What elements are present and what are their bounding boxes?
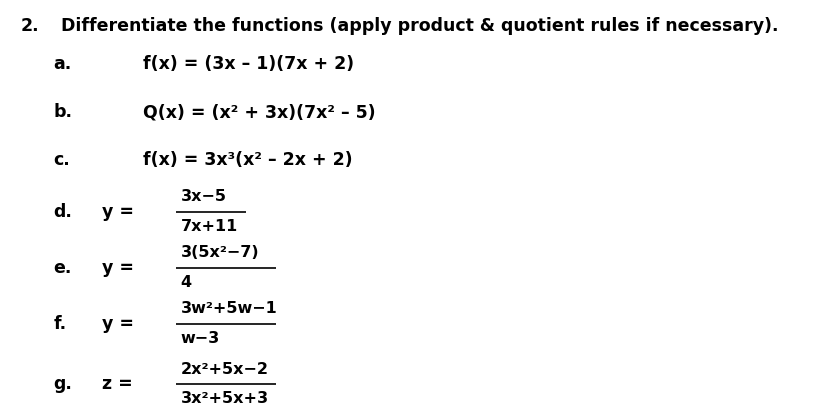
Text: 3x²+5x+3: 3x²+5x+3 <box>180 391 268 406</box>
Text: y =: y = <box>102 203 134 221</box>
Text: f(x) = 3x³(x² – 2x + 2): f(x) = 3x³(x² – 2x + 2) <box>143 151 353 169</box>
Text: Differentiate the functions (apply product & quotient rules if necessary).: Differentiate the functions (apply produ… <box>61 17 778 34</box>
Text: 3(5x²−7): 3(5x²−7) <box>180 245 259 260</box>
Text: z =: z = <box>102 375 133 393</box>
Text: 7x+11: 7x+11 <box>180 219 238 234</box>
Text: Q(x) = (x² + 3x)(7x² – 5): Q(x) = (x² + 3x)(7x² – 5) <box>143 103 376 121</box>
Text: g.: g. <box>53 375 72 393</box>
Text: y =: y = <box>102 259 134 277</box>
Text: a.: a. <box>53 55 71 73</box>
Text: 3w²+5w−1: 3w²+5w−1 <box>180 301 277 316</box>
Text: 3x−5: 3x−5 <box>180 189 226 204</box>
Text: e.: e. <box>53 259 71 277</box>
Text: 4: 4 <box>180 275 192 290</box>
Text: d.: d. <box>53 203 72 221</box>
Text: y =: y = <box>102 315 134 333</box>
Text: f(x) = (3x – 1)(7x + 2): f(x) = (3x – 1)(7x + 2) <box>143 55 354 73</box>
Text: b.: b. <box>53 103 72 121</box>
Text: c.: c. <box>53 151 70 169</box>
Text: 2.: 2. <box>20 17 39 34</box>
Text: f.: f. <box>53 315 66 333</box>
Text: w−3: w−3 <box>180 331 219 346</box>
Text: 2x²+5x−2: 2x²+5x−2 <box>180 361 268 376</box>
